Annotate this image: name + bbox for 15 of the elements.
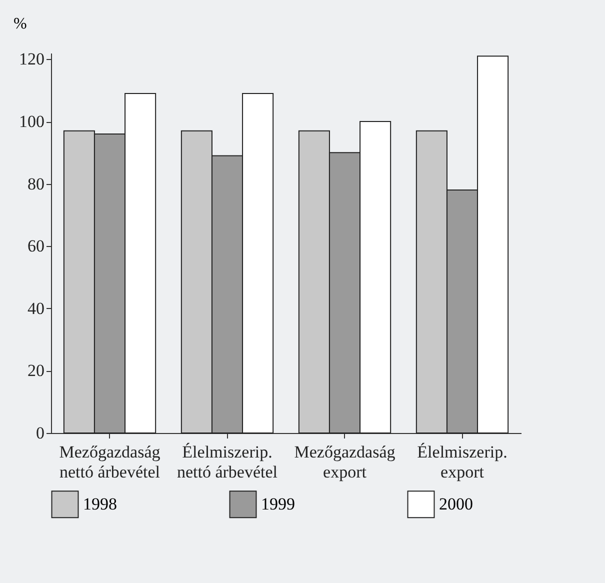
legend-label: 1998 bbox=[83, 494, 117, 514]
y-tick-label: 80 bbox=[28, 174, 44, 194]
x-tick-label: Élelmiszerip. nettó árbevétel bbox=[176, 442, 278, 482]
x-tick-label: Mezőgazdaság export bbox=[294, 442, 396, 482]
y-axis-title: % bbox=[14, 16, 27, 32]
y-tick-label: 0 bbox=[36, 424, 44, 442]
x-tick-label: Mezőgazdaság nettó árbevétel bbox=[59, 442, 161, 482]
legend-label: 2000 bbox=[439, 494, 473, 514]
legend-label: 1999 bbox=[261, 494, 295, 514]
y-tick-label: 40 bbox=[28, 298, 44, 318]
y-tick-label: 20 bbox=[28, 361, 44, 380]
y-tick-label: 120 bbox=[19, 50, 44, 69]
y-tick-label: 100 bbox=[19, 112, 44, 132]
x-tick-label: Élelmiszerip. export bbox=[417, 442, 508, 482]
y-tick-label: 60 bbox=[28, 236, 44, 256]
